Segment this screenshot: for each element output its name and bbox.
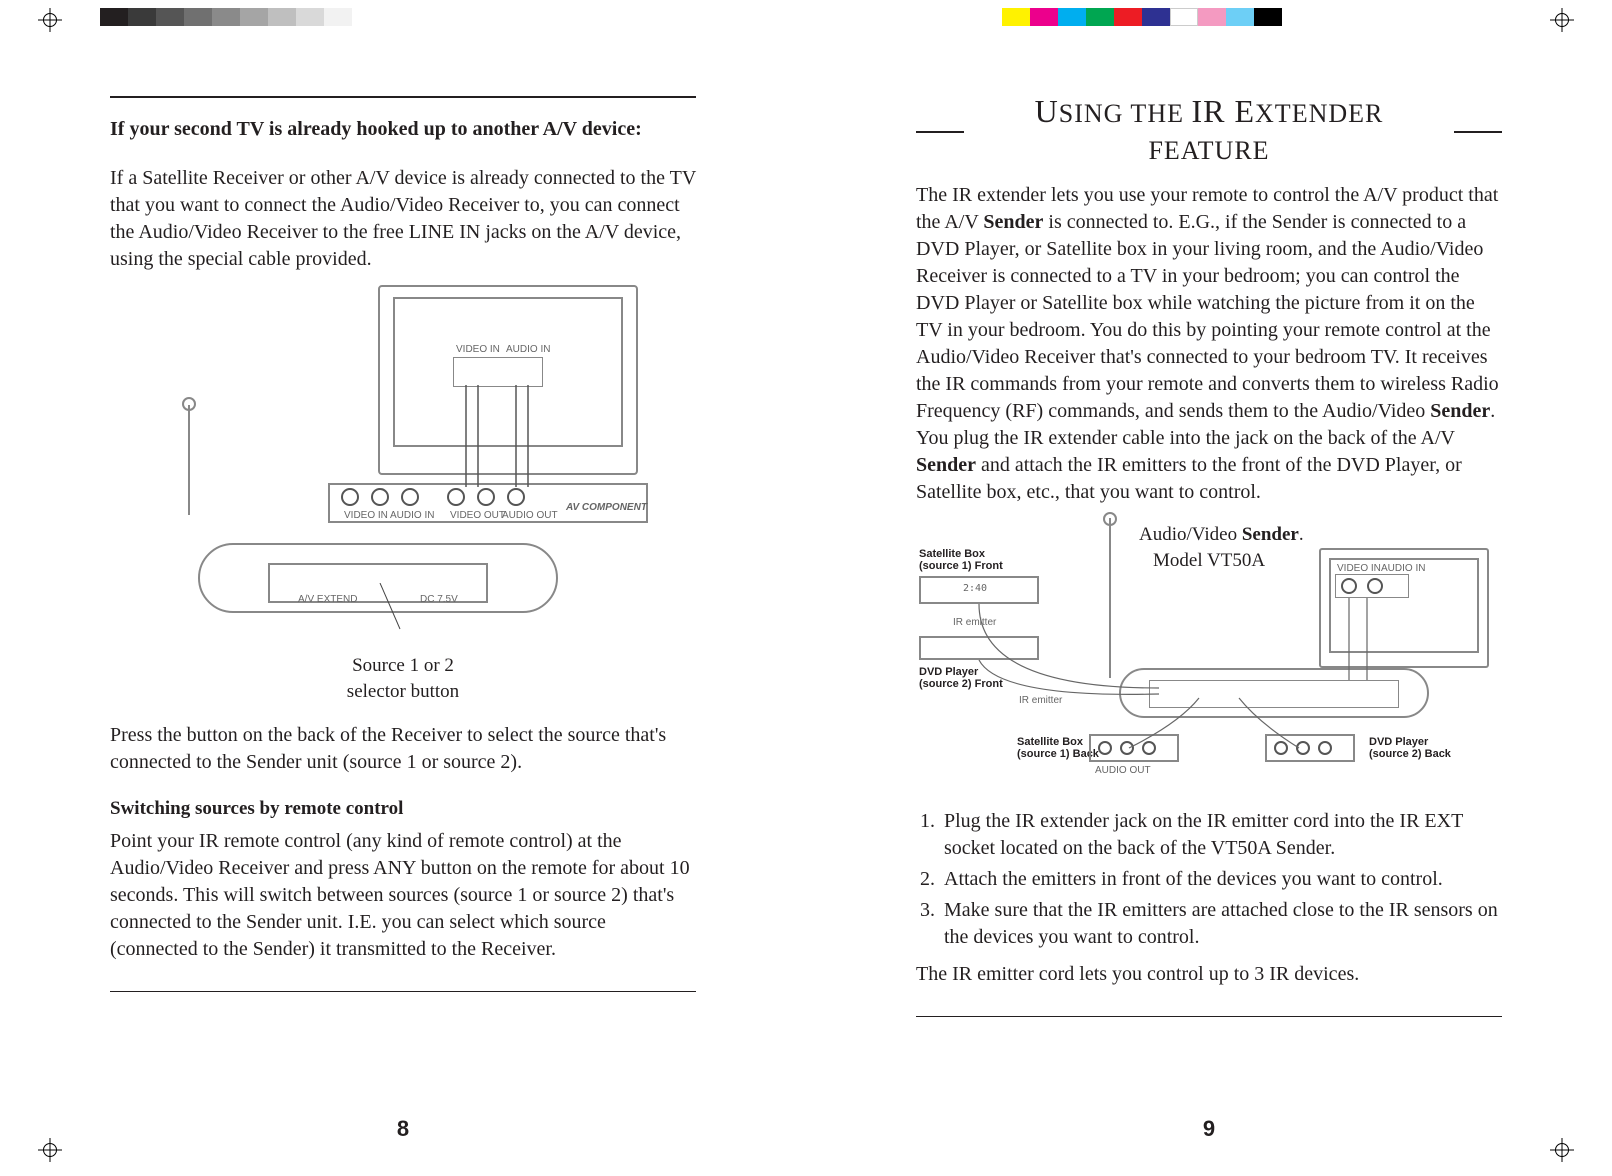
swatch-row-left: [100, 8, 352, 26]
reg-marks-top: [0, 8, 1612, 38]
page-spread: If your second TV is already hooked up t…: [0, 0, 1612, 1176]
steps-list: Plug the IR extender jack on the IR emit…: [916, 808, 1502, 951]
para-cord: The IR emitter cord lets you control up …: [916, 961, 1502, 988]
crosshair-icon: [1550, 1138, 1574, 1162]
list-item: Plug the IR extender jack on the IR emit…: [940, 808, 1502, 862]
heading-ir-extender: USING THE IR EXTENDER FEATURE: [916, 90, 1502, 168]
para-satreceiver: If a Satellite Receiver or other A/V dev…: [110, 165, 696, 273]
heading-switching: Switching sources by remote control: [110, 796, 696, 822]
reg-marks-bottom: [0, 1138, 1612, 1168]
page-number: 8: [397, 1114, 409, 1144]
list-item: Attach the emitters in front of the devi…: [940, 866, 1502, 893]
para-press-button: Press the button on the back of the Rece…: [110, 722, 696, 776]
swatch-row-right: [1002, 8, 1282, 26]
heading-second-tv: If your second TV is already hooked up t…: [110, 116, 696, 143]
rule: [916, 1016, 1502, 1017]
rule: [110, 96, 696, 98]
crosshair-icon: [1550, 8, 1574, 32]
page-number: 9: [1203, 1114, 1215, 1144]
diagram-receiver-hookup: VIDEO IN AUDIO IN VIDEO IN AUDIO IN VIDE…: [158, 285, 648, 645]
para-ir-intro: The IR extender lets you use your remote…: [916, 182, 1502, 506]
caption-selector: Source 1 or 2 selector button: [110, 653, 696, 704]
wiring-icon: [919, 518, 1499, 778]
page-left: If your second TV is already hooked up t…: [0, 90, 806, 1106]
diagram-ir-extender: Satellite Box (source 1) Front 2:40 IR e…: [919, 518, 1499, 798]
para-remote: Point your IR remote control (any kind o…: [110, 828, 696, 963]
rule: [110, 991, 696, 992]
page-right: USING THE IR EXTENDER FEATURE The IR ext…: [806, 90, 1612, 1106]
crosshair-icon: [38, 1138, 62, 1162]
crosshair-icon: [38, 8, 62, 32]
list-item: Make sure that the IR emitters are attac…: [940, 897, 1502, 951]
